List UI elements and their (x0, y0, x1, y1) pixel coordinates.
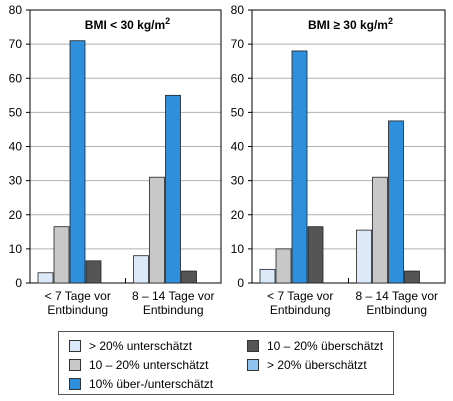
legend-label: 10 – 20% überschätzt (267, 339, 384, 353)
bar (181, 270, 197, 284)
bar (356, 229, 372, 284)
category-label: < 7 Tage vor (45, 289, 111, 303)
bar (275, 248, 292, 284)
legend-item: 10 – 20% unterschätzt (69, 357, 208, 373)
bar-charts: 0 10 20 30 40 50 60 70 80 BMI < 30 kg/m2 < 7 Tage … (9, 3, 446, 317)
bar (149, 176, 165, 284)
legend-item: > 20% unterschätzt (69, 338, 192, 354)
legend-label: 10% über-/unterschätzt (89, 377, 214, 391)
y-tick-label: 50 (231, 105, 245, 119)
legend-label: > 20% unterschätzt (89, 339, 193, 353)
legend-item: > 20% überschätzt (247, 357, 367, 373)
legend-item: 10 – 20% überschätzt (247, 338, 383, 354)
category-label: Entbindung (47, 303, 108, 317)
y-tick-label: 40 (231, 140, 245, 154)
legend-label: 10 – 20% unterschätzt (89, 358, 209, 372)
y-tick-label: 80 (9, 3, 23, 17)
y-tick-label: 80 (231, 3, 245, 17)
legend-swatch (69, 359, 81, 371)
bar (388, 120, 404, 284)
category-label: Entbindung (143, 303, 204, 317)
bar (259, 268, 276, 284)
category-label: 8 – 14 Tage vor (355, 289, 438, 303)
legend-swatch (247, 359, 259, 371)
bar (85, 260, 102, 284)
bar (69, 40, 86, 284)
bar (133, 255, 149, 284)
chart-panel: 0 10 20 30 40 50 60 70 80 BMI ≥ 30 kg/m2 < 7 Tage … (231, 3, 446, 317)
bar (37, 272, 54, 284)
category-label: 8 – 14 Tage vor (132, 289, 215, 303)
y-tick-label: 70 (9, 37, 23, 51)
category-label: Entbindung (366, 303, 427, 317)
chart-panel: 0 10 20 30 40 50 60 70 80 BMI < 30 kg/m2 < 7 Tage … (9, 3, 222, 317)
panel-title: BMI < 30 kg/m2 (85, 16, 170, 32)
panel-title: BMI ≥ 30 kg/m2 (308, 16, 393, 32)
legend-swatch (247, 340, 259, 352)
legend-item: 10% über-/unterschätzt (69, 376, 213, 392)
bar (53, 226, 70, 284)
y-tick-label: 70 (231, 37, 245, 51)
category-label: < 7 Tage vor (267, 289, 333, 303)
category-label: Entbindung (270, 303, 331, 317)
bar (291, 50, 308, 284)
legend: > 20% unterschätzt 10 – 20% überschätzt … (58, 331, 394, 395)
y-tick-label: 60 (231, 71, 245, 85)
y-tick-label: 30 (9, 174, 23, 188)
y-tick-label: 50 (9, 105, 23, 119)
y-tick-label: 30 (231, 174, 245, 188)
y-tick-label: 40 (9, 140, 23, 154)
y-tick-label: 20 (9, 208, 23, 222)
y-tick-label: 20 (231, 208, 245, 222)
y-tick-label: 0 (237, 276, 244, 290)
bar (165, 94, 181, 284)
bar (404, 270, 420, 284)
legend-swatch (69, 340, 81, 352)
y-tick-label: 10 (231, 242, 245, 256)
bar (307, 226, 324, 284)
y-tick-label: 10 (9, 242, 23, 256)
y-tick-label: 60 (9, 71, 23, 85)
legend-swatch (69, 378, 81, 390)
bar (372, 176, 388, 284)
y-tick-label: 0 (15, 276, 22, 290)
legend-label: > 20% überschätzt (267, 358, 367, 372)
